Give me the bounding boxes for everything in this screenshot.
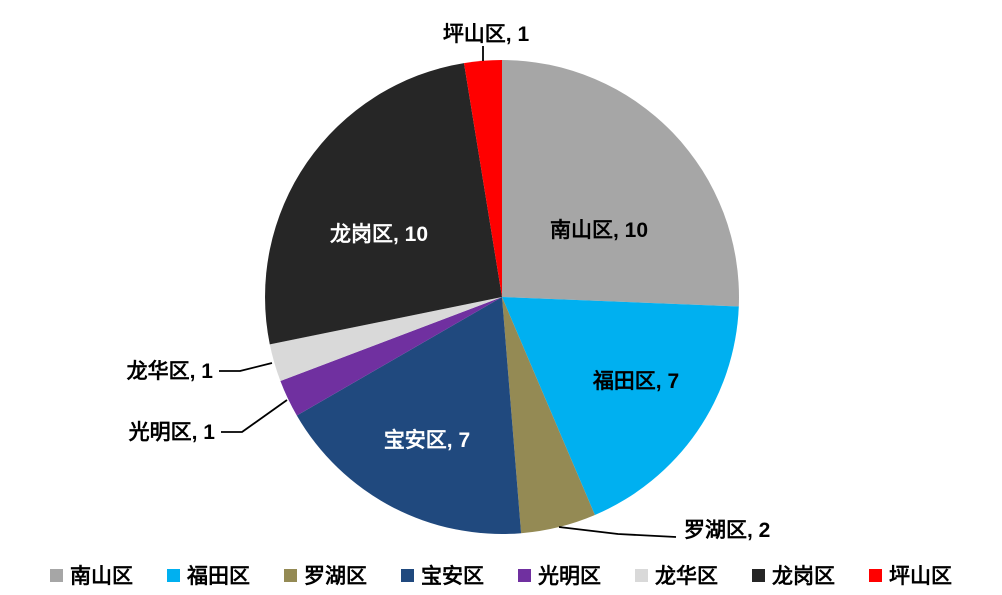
legend-item-guangming: 光明区: [518, 560, 601, 590]
legend-swatch-longhua: [635, 568, 648, 582]
legend-item-baoan: 宝安区: [401, 560, 484, 590]
legend-label-futian: 福田区: [187, 565, 250, 588]
pie-slice-nanshan: [502, 60, 739, 307]
pie-slice-baoan: [296, 297, 522, 534]
legend-item-longhua: 龙华区: [635, 560, 718, 590]
legend-swatch-pingshan: [869, 568, 882, 582]
pie-slice-futian: [502, 297, 739, 515]
pie-slice-guangming: [280, 297, 502, 416]
data-label-guangming: 光明区, 1: [128, 421, 216, 444]
legend-item-luohu: 罗湖区: [284, 560, 367, 590]
legend-item-pingshan: 坪山区: [869, 560, 952, 590]
chart-legend: 南山区 福田区 罗湖区 宝安区 光明区 龙华区 龙岗区 坪山区: [0, 560, 1002, 590]
leader-line-guangming: [221, 399, 288, 433]
legend-label-luohu: 罗湖区: [304, 565, 367, 588]
leader-line-longhua: [219, 362, 273, 372]
data-label-longgang: 龙岗区, 10: [330, 222, 428, 246]
legend-label-longhua: 龙华区: [655, 565, 718, 588]
legend-label-guangming: 光明区: [538, 565, 601, 588]
data-label-nanshan: 南山区, 10: [550, 218, 648, 242]
data-label-longhua: 龙华区, 1: [127, 359, 214, 383]
legend-swatch-baoan: [401, 568, 414, 582]
pie-plot-area: 南山区, 10 福田区, 7 罗湖区, 2 宝安区, 7 光明区, 1 龙华区, 1 龙岗区…: [127, 23, 771, 542]
legend-swatch-nanshan: [50, 568, 63, 582]
data-label-pingshan: 坪山区, 1: [443, 23, 530, 46]
data-label-baoan: 宝安区, 7: [384, 428, 470, 452]
data-label-luohu: 罗湖区, 2: [684, 519, 770, 542]
legend-item-longgang: 龙岗区: [752, 560, 835, 590]
legend-label-pingshan: 坪山区: [889, 565, 952, 588]
legend-item-nanshan: 南山区: [50, 560, 133, 590]
pie-slice-luohu: [502, 297, 595, 534]
legend-swatch-futian: [167, 568, 180, 582]
legend-swatch-luohu: [284, 568, 297, 582]
legend-label-baoan: 宝安区: [421, 565, 484, 588]
legend-label-nanshan: 南山区: [70, 565, 133, 588]
legend-swatch-guangming: [518, 568, 531, 582]
legend-swatch-longgang: [752, 568, 765, 582]
legend-label-longgang: 龙岗区: [772, 565, 835, 588]
pie-slice-longhua: [269, 297, 502, 381]
data-label-futian: 福田区, 7: [592, 370, 679, 393]
legend-item-futian: 福田区: [167, 560, 250, 590]
leader-line-luohu: [558, 526, 677, 538]
pie-slice-pingshan: [464, 60, 502, 297]
pie-slice-longgang: [265, 63, 502, 345]
